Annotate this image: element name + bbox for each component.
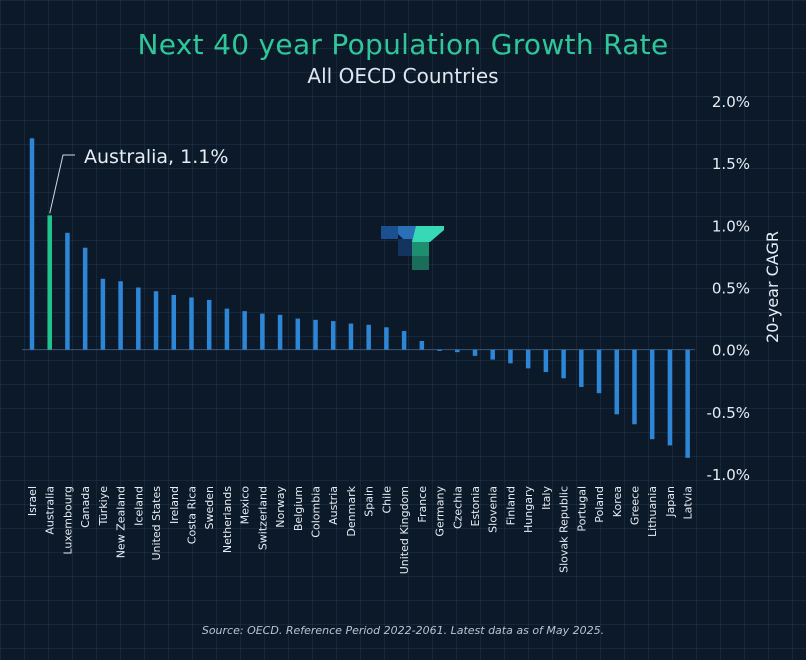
bar-estonia (472, 349, 478, 356)
bar-portugal (579, 349, 584, 387)
x-tick-label: Sweden (203, 486, 216, 529)
bar-australia (47, 215, 52, 350)
bar-denmark (348, 323, 354, 350)
bar-united-kingdom (401, 331, 407, 350)
x-tick-label: Norway (274, 486, 287, 528)
x-tick-label: Hungary (522, 486, 535, 533)
bar-japan (667, 349, 673, 446)
x-tick-label: Austria (327, 486, 340, 525)
y-tick-label: 0.5% (712, 280, 750, 298)
bar-slovenia (490, 349, 495, 360)
x-tick-label: Denmark (345, 485, 358, 536)
bar-colombia (313, 319, 318, 350)
bar-switzerland (260, 313, 265, 350)
bar-norway (277, 314, 283, 350)
company-logo-icon (381, 226, 444, 270)
y-axis-label: 20-year CAGR (763, 231, 782, 343)
bar-iceland (136, 287, 141, 350)
x-tick-label: Netherlands (221, 486, 234, 553)
x-tick-label: Slovenia (487, 486, 500, 533)
x-tick-label: Switzerland (256, 486, 269, 550)
x-tick-label: Chile (380, 486, 393, 514)
bar-ireland (171, 294, 177, 350)
bar-canada (82, 247, 88, 350)
bar-czechia (455, 349, 460, 353)
bar-chile (384, 327, 389, 350)
bar-sweden (206, 299, 212, 350)
chart-subtitle: All OECD Countries (307, 64, 499, 88)
x-tick-label: Poland (593, 486, 606, 523)
bar-israel (29, 138, 35, 350)
annotation-leader-line (49, 154, 75, 214)
bar-poland (596, 349, 602, 394)
bar-korea (614, 349, 620, 415)
x-tick-label: Latvia (682, 486, 695, 520)
x-tick-label: United States (150, 486, 163, 561)
annotation-label: Australia, 1.1% (84, 146, 228, 168)
x-tick-label: Korea (611, 486, 624, 517)
bar-slovak-republic (561, 349, 566, 379)
x-tick-label: Belgium (292, 486, 305, 531)
bar-netherlands (224, 308, 230, 350)
x-tick-label: Australia (44, 486, 57, 535)
bar-united-states (153, 291, 159, 350)
bar-hungary (525, 349, 531, 369)
bar-new-zealand (118, 281, 123, 350)
x-tick-label: Israel (26, 486, 39, 516)
y-tick-label: 0.0% (712, 342, 750, 360)
x-tick-label: Germany (434, 486, 447, 537)
x-tick-label: Luxembourg (61, 486, 74, 555)
x-tick-label: New Zealand (115, 486, 128, 558)
bar-luxembourg (65, 232, 70, 350)
x-tick-label: Italy (540, 486, 553, 510)
source-note: Source: OECD. Reference Period 2022-2061… (201, 624, 605, 637)
y-tick-label: 1.0% (712, 217, 750, 235)
x-tick-label: Finland (504, 486, 517, 525)
x-tick-label: Ireland (168, 486, 181, 524)
x-tick-label: France (416, 486, 429, 523)
y-tick-label: 1.5% (712, 155, 750, 173)
bar-lithuania (649, 349, 655, 440)
bar-türkiye (100, 278, 106, 350)
x-tick-label: Türkiye (97, 486, 110, 527)
y-tick-label: -0.5% (706, 404, 750, 422)
x-tick-label: Colombia (310, 486, 323, 538)
x-tick-label: Greece (628, 486, 641, 525)
bar-spain (366, 324, 371, 350)
y-tick-label: -1.0% (706, 466, 750, 484)
bar-latvia (685, 349, 690, 458)
bar-austria (330, 321, 336, 350)
x-tick-label: Spain (363, 486, 376, 517)
x-tick-label: Mexico (239, 486, 252, 525)
bar-belgium (295, 318, 301, 350)
x-tick-label: Japan (664, 486, 677, 518)
bar-italy (543, 349, 549, 373)
bar-greece (632, 349, 637, 425)
chart-title: Next 40 year Population Growth Rate (137, 28, 669, 61)
x-tick-label: Czechia (451, 486, 464, 529)
x-tick-label: Costa Rica (185, 486, 198, 544)
bar-mexico (242, 311, 247, 350)
bar-france (419, 340, 425, 350)
x-tick-label: Iceland (132, 486, 145, 526)
x-tick-label: Canada (79, 486, 92, 528)
bar-germany (437, 349, 442, 351)
x-tick-label: United Kingdom (398, 486, 411, 574)
bar-finland (508, 349, 513, 364)
x-tick-label: Lithuania (646, 486, 659, 537)
y-tick-label: 2.0% (712, 93, 750, 111)
x-tick-label: Estonia (469, 486, 482, 527)
x-tick-label: Slovak Republic (558, 486, 571, 573)
x-tick-label: Portugal (575, 486, 588, 532)
bar-costa-rica (189, 297, 194, 350)
